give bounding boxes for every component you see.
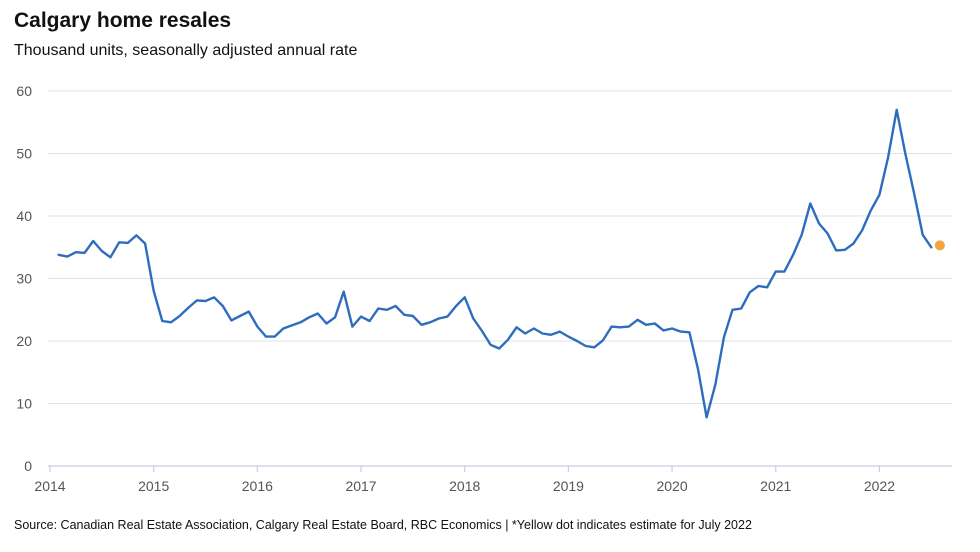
x-tick-label-2021: 2021 — [760, 478, 791, 494]
y-tick-label-50: 50 — [16, 146, 32, 162]
chart-source-note: Source: Canadian Real Estate Association… — [14, 518, 752, 532]
estimate-dot-july-2022 — [934, 240, 945, 251]
x-tick-label-2022: 2022 — [864, 478, 895, 494]
y-tick-label-60: 60 — [16, 83, 32, 99]
y-tick-label-40: 40 — [16, 208, 32, 224]
x-tick-label-2018: 2018 — [449, 478, 480, 494]
y-tick-label-30: 30 — [16, 271, 32, 287]
x-tick-label-2015: 2015 — [138, 478, 169, 494]
x-tick-label-2014: 2014 — [34, 478, 65, 494]
series-line-0 — [57, 108, 933, 419]
x-tick-label-2020: 2020 — [656, 478, 687, 494]
x-tick-label-2019: 2019 — [553, 478, 584, 494]
chart-subtitle: Thousand units, seasonally adjusted annu… — [14, 42, 358, 59]
y-tick-label-20: 20 — [16, 333, 32, 349]
chart-title: Calgary home resales — [14, 9, 232, 32]
y-tick-label-0: 0 — [24, 458, 32, 474]
x-tick-label-2016: 2016 — [242, 478, 273, 494]
y-tick-label-10: 10 — [16, 396, 32, 412]
x-tick-label-2017: 2017 — [345, 478, 376, 494]
